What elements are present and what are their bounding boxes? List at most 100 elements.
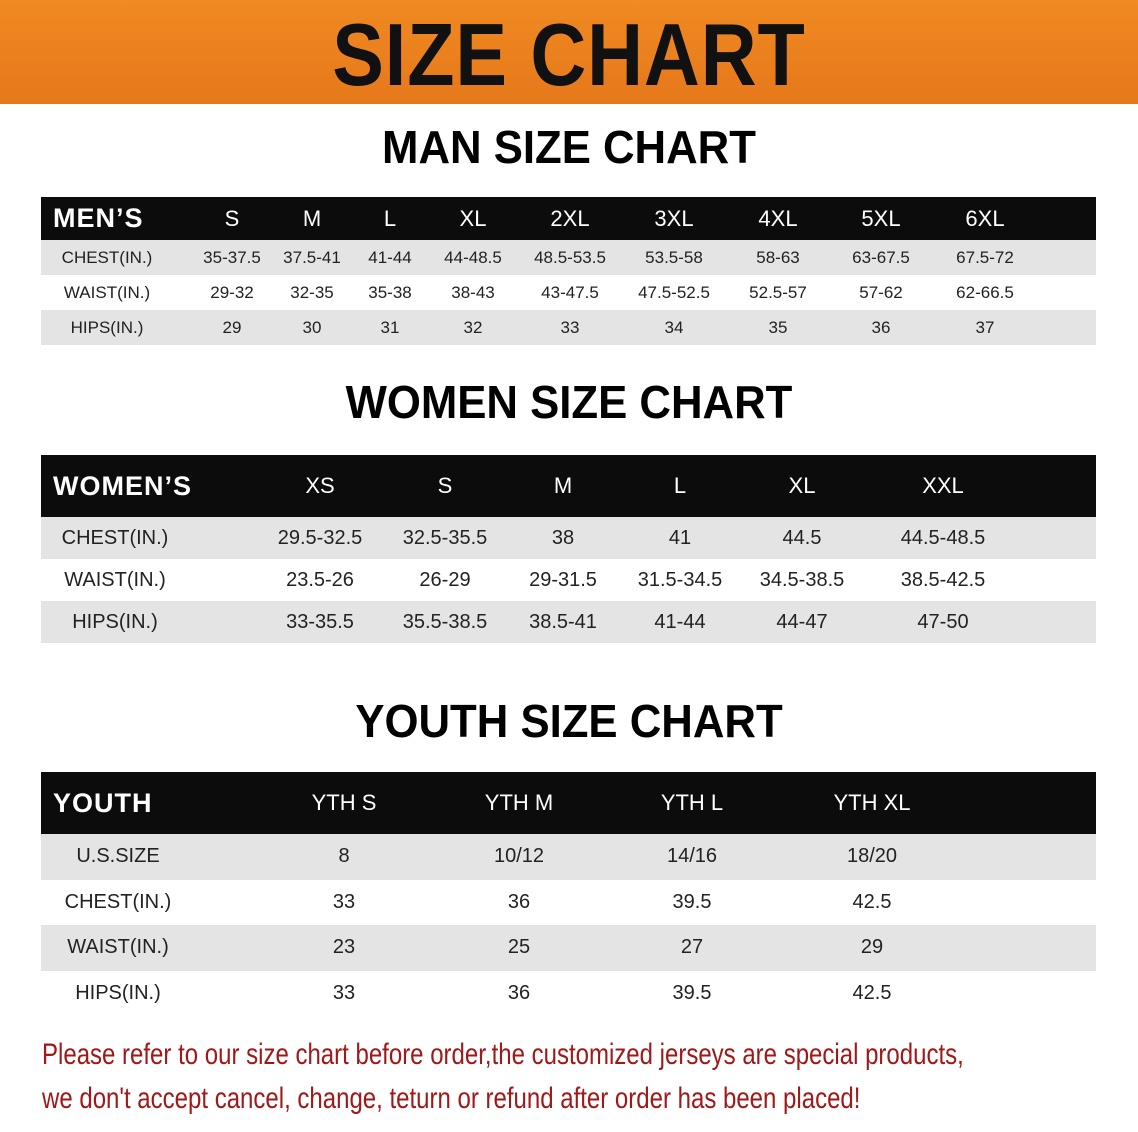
table-row: CHEST(IN.) 29.5-32.5 32.5-35.5 38 41 44.5 44.5…	[41, 517, 1096, 559]
table-cell: 26-29	[419, 568, 471, 591]
table-cell: 34.5-38.5	[759, 568, 845, 591]
size-header: M	[553, 473, 573, 498]
table-cell: 33-35.5	[286, 610, 354, 633]
table-row: CHEST(IN.) 35-37.5 37.5-41 41-44 44-48.5 48.5…	[41, 240, 1096, 275]
table-cell: 35-37.5	[203, 247, 261, 267]
table-cell: 67.5-72	[956, 247, 1014, 267]
table-cell: 37	[975, 317, 995, 337]
table-cell: 36	[507, 890, 531, 913]
table-cell: 58-63	[756, 247, 800, 267]
size-header: YTH M	[484, 790, 554, 815]
table-cell: 29-32	[210, 282, 254, 302]
table-cell: 39.5	[672, 890, 712, 913]
table-cell: 44-47	[776, 610, 828, 633]
table-cell: 52.5-57	[749, 282, 807, 302]
table-row: WAIST(IN.) 29-32 32-35 35-38 38-43 43-47.5 47.…	[41, 275, 1096, 310]
table-cell: 62-66.5	[956, 282, 1014, 302]
table-cell: 31	[380, 317, 400, 337]
table-cell: 42.5	[852, 981, 892, 1004]
table-cell: 29.5-32.5	[277, 526, 363, 549]
youth-header-label: YOUTH	[53, 787, 153, 818]
table-cell: 35-38	[368, 282, 412, 302]
table-cell: 10/12	[493, 845, 545, 868]
table-row: WAIST(IN.) 23 25 27 29	[41, 925, 1096, 971]
women-section-title: WOMEN SIZE CHART	[345, 376, 793, 428]
table-cell: 41-44	[368, 247, 412, 267]
row-label: CHEST(IN.)	[64, 890, 172, 913]
table-cell: 30	[302, 317, 322, 337]
size-header: L	[383, 205, 397, 231]
table-cell: 23.5-26	[286, 568, 354, 591]
table-cell: 38.5-42.5	[900, 568, 986, 591]
youth-header-row: YOUTH YTH S YTH M YTH L YTH XL	[41, 772, 1096, 834]
table-row: WAIST(IN.) 23.5-26 26-29 29-31.5 31.5-34.5 34…	[41, 559, 1096, 601]
size-header: M	[302, 205, 322, 231]
table-row: HIPS(IN.) 33 36 39.5 42.5	[41, 970, 1096, 1016]
table-row: CHEST(IN.) 33 36 39.5 42.5	[41, 879, 1096, 925]
size-header: XS	[305, 473, 335, 498]
table-cell: 38	[551, 526, 575, 549]
size-header: 3XL	[654, 205, 694, 231]
table-cell: 36	[507, 981, 531, 1004]
table-cell: 35	[768, 317, 788, 337]
table-cell: 32.5-35.5	[402, 526, 488, 549]
size-header: S	[224, 205, 240, 231]
table-cell: 34	[664, 317, 684, 337]
table-row: HIPS(IN.) 33-35.5 35.5-38.5 38.5-41 41-44 44-…	[41, 601, 1096, 643]
table-cell: 37.5-41	[283, 247, 341, 267]
table-cell: 32	[463, 317, 483, 337]
table-cell: 35.5-38.5	[402, 610, 488, 633]
size-header: S	[437, 473, 453, 498]
row-label: HIPS(IN.)	[70, 317, 144, 337]
table-cell: 47.5-52.5	[638, 282, 710, 302]
table-cell: 44-48.5	[444, 247, 502, 267]
row-label: CHEST(IN.)	[61, 526, 169, 549]
size-header: 4XL	[758, 205, 798, 231]
table-cell: 63-67.5	[852, 247, 910, 267]
men-header-label: MEN’S	[53, 203, 144, 233]
size-header: L	[673, 473, 687, 498]
table-cell: 14/16	[666, 845, 718, 868]
table-cell: 42.5	[852, 890, 892, 913]
table-cell: 43-47.5	[541, 282, 599, 302]
size-header: 2XL	[550, 205, 590, 231]
youth-section-title: YOUTH SIZE CHART	[355, 695, 783, 747]
banner-title: SIZE CHART	[332, 5, 806, 104]
table-cell: 29-31.5	[529, 568, 597, 591]
table-cell: 48.5-53.5	[534, 247, 606, 267]
size-header: YTH XL	[833, 790, 911, 815]
men-header-row: MEN’S S M L XL 2XL 3XL 4XL 5XL 6XL	[41, 197, 1096, 240]
size-header: XL	[788, 473, 816, 498]
row-label: HIPS(IN.)	[75, 981, 161, 1004]
table-cell: 41-44	[654, 610, 706, 633]
table-cell: 44.5	[782, 526, 822, 549]
table-cell: 23	[332, 936, 356, 959]
table-cell: 31.5-34.5	[637, 568, 723, 591]
size-header: 6XL	[965, 205, 1005, 231]
table-cell: 32-35	[290, 282, 334, 302]
row-label: WAIST(IN.)	[67, 936, 169, 959]
size-header: XXL	[922, 473, 964, 498]
table-cell: 33	[332, 981, 356, 1004]
table-row: U.S.SIZE 8 10/12 14/16 18/20	[41, 834, 1096, 880]
banner: SIZE CHART	[0, 0, 1138, 104]
row-label: HIPS(IN.)	[72, 610, 158, 633]
policy-note-line-2: we don't accept cancel, change, teturn o…	[42, 1082, 861, 1115]
row-label: CHEST(IN.)	[61, 247, 153, 267]
table-cell: 39.5	[672, 981, 712, 1004]
table-cell: 29	[860, 936, 884, 959]
table-cell: 27	[680, 936, 704, 959]
table-cell: 18/20	[846, 845, 898, 868]
row-label: WAIST(IN.)	[63, 282, 151, 302]
table-cell: 29	[222, 317, 242, 337]
size-header: YTH L	[660, 790, 724, 815]
table-row: HIPS(IN.) 29 30 31 32 33 34 35 36 37	[41, 310, 1096, 345]
row-label: U.S.SIZE	[76, 845, 160, 868]
size-header: YTH S	[311, 790, 377, 815]
table-cell: 38-43	[451, 282, 495, 302]
table-cell: 8	[338, 845, 350, 868]
table-cell: 47-50	[917, 610, 969, 633]
table-cell: 33	[560, 317, 580, 337]
policy-note-line-1: Please refer to our size chart before or…	[42, 1038, 964, 1071]
women-header-row: WOMEN’S XS S M L XL XXL	[41, 455, 1096, 517]
